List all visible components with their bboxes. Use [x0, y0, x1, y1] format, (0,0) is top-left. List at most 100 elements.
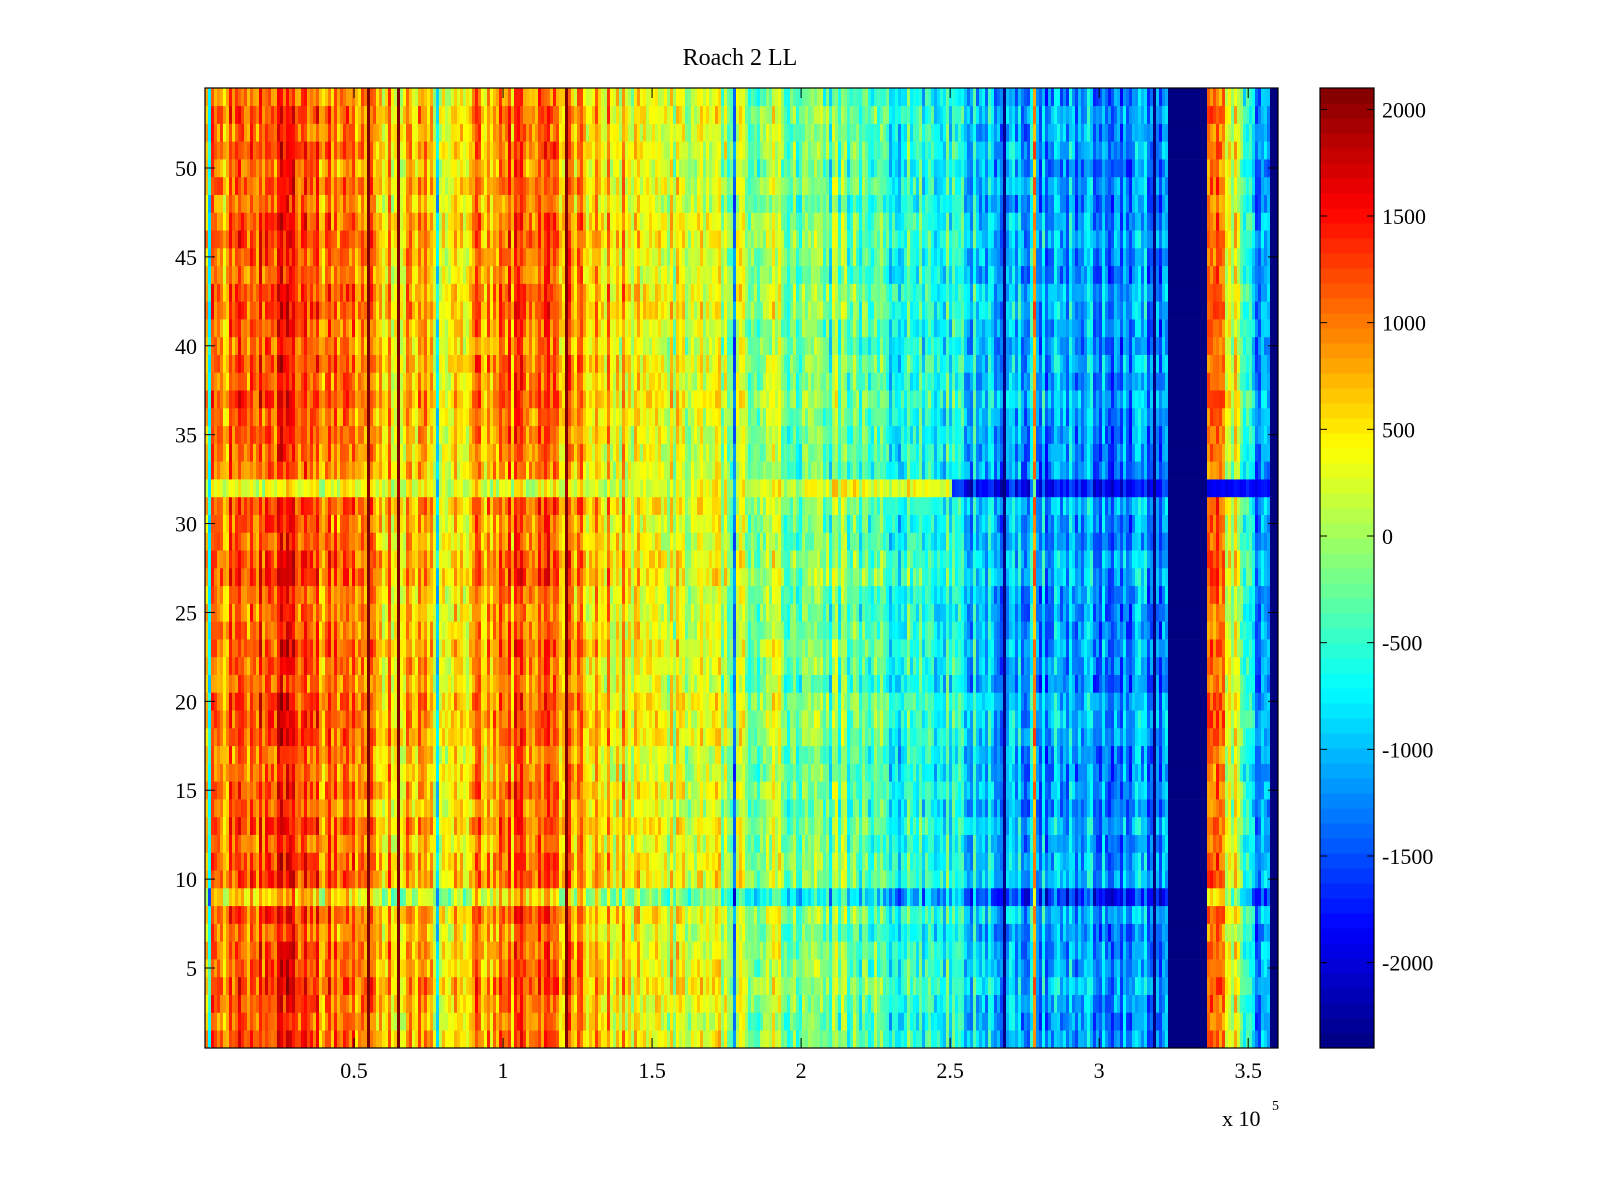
- heatmap-cell: [223, 639, 226, 658]
- heatmap-cell: [379, 212, 382, 231]
- heatmap-cell: [259, 621, 262, 640]
- heatmap-cell: [208, 390, 211, 409]
- heatmap-cell: [268, 550, 271, 569]
- heatmap-cell: [349, 959, 352, 978]
- heatmap-cell: [331, 674, 334, 693]
- heatmap-cell: [472, 301, 475, 320]
- heatmap-cell: [481, 745, 484, 764]
- heatmap-cell: [466, 514, 469, 533]
- heatmap-cell: [232, 390, 235, 409]
- heatmap-cell: [388, 248, 391, 267]
- heatmap-cell: [445, 1012, 448, 1031]
- heatmap-cell: [379, 372, 382, 391]
- heatmap-cell: [280, 390, 283, 409]
- heatmap-cell: [274, 852, 277, 871]
- heatmap-cell: [400, 816, 403, 835]
- heatmap-cell: [463, 88, 466, 107]
- heatmap-cell: [274, 88, 277, 107]
- heatmap-cell: [478, 408, 481, 427]
- heatmap-cell: [301, 319, 304, 338]
- heatmap-cell: [289, 248, 292, 267]
- heatmap-cell: [268, 621, 271, 640]
- heatmap-cell: [415, 603, 418, 622]
- heatmap-cell: [205, 888, 208, 907]
- heatmap-cell: [475, 905, 478, 924]
- heatmap-cell: [442, 585, 445, 604]
- heatmap-cell: [262, 763, 265, 782]
- heatmap-cell: [391, 443, 394, 462]
- heatmap-cell: [400, 870, 403, 889]
- heatmap-cell: [433, 319, 436, 338]
- heatmap-cell: [355, 265, 358, 284]
- heatmap-cell: [301, 923, 304, 942]
- heatmap-cell: [295, 408, 298, 427]
- heatmap-cell: [298, 763, 301, 782]
- heatmap-cell: [397, 799, 400, 818]
- heatmap-cell: [232, 1012, 235, 1031]
- heatmap-cell: [370, 105, 373, 124]
- heatmap-cell: [385, 799, 388, 818]
- heatmap-cell: [391, 816, 394, 835]
- heatmap-cell: [358, 461, 361, 480]
- heatmap-cell: [232, 461, 235, 480]
- heatmap-cell: [241, 745, 244, 764]
- heatmap-cell: [469, 976, 472, 995]
- heatmap-cell: [451, 799, 454, 818]
- heatmap-cell: [370, 88, 373, 107]
- heatmap-cell: [277, 105, 280, 124]
- heatmap-cell: [382, 212, 385, 231]
- heatmap-cell: [430, 141, 433, 160]
- heatmap-cell: [295, 816, 298, 835]
- heatmap-cell: [451, 88, 454, 107]
- heatmap-cell: [379, 816, 382, 835]
- heatmap-cell: [226, 283, 229, 302]
- heatmap-cell: [328, 763, 331, 782]
- heatmap-cell: [331, 585, 334, 604]
- heatmap-cell: [265, 514, 268, 533]
- heatmap-cell: [337, 923, 340, 942]
- heatmap-cell: [388, 496, 391, 515]
- heatmap-cell: [220, 763, 223, 782]
- heatmap-cell: [352, 959, 355, 978]
- heatmap-cell: [244, 461, 247, 480]
- heatmap-cell: [439, 959, 442, 978]
- heatmap-cell: [259, 674, 262, 693]
- heatmap-cell: [274, 496, 277, 515]
- heatmap-cell: [442, 550, 445, 569]
- heatmap-cell: [226, 959, 229, 978]
- heatmap-cell: [367, 159, 370, 178]
- heatmap-cell: [238, 994, 241, 1013]
- heatmap-cell: [382, 105, 385, 124]
- heatmap-cell: [334, 603, 337, 622]
- heatmap-cell: [427, 692, 430, 711]
- heatmap-cell: [295, 710, 298, 729]
- heatmap-cell: [400, 656, 403, 675]
- heatmap-cell: [226, 301, 229, 320]
- heatmap-cell: [388, 372, 391, 391]
- heatmap-cell: [280, 799, 283, 818]
- heatmap-cell: [439, 479, 442, 498]
- heatmap-cell: [424, 283, 427, 302]
- heatmap-cell: [334, 994, 337, 1013]
- heatmap-cell: [430, 123, 433, 142]
- heatmap-cell: [481, 585, 484, 604]
- heatmap-cell: [391, 550, 394, 569]
- heatmap-cell: [433, 105, 436, 124]
- heatmap-cell: [211, 639, 214, 658]
- heatmap-cell: [271, 674, 274, 693]
- heatmap-cell: [445, 870, 448, 889]
- heatmap-cell: [403, 585, 406, 604]
- heatmap-cell: [424, 265, 427, 284]
- heatmap-cell: [454, 834, 457, 853]
- heatmap-cell: [415, 212, 418, 231]
- heatmap-cell: [415, 514, 418, 533]
- heatmap-cell: [289, 194, 292, 213]
- heatmap-cell: [397, 692, 400, 711]
- heatmap-cell: [310, 301, 313, 320]
- heatmap-cell: [289, 799, 292, 818]
- heatmap-cell: [280, 923, 283, 942]
- heatmap-cell: [373, 639, 376, 658]
- heatmap-cell: [370, 621, 373, 640]
- heatmap-cell: [385, 176, 388, 195]
- heatmap-cell: [427, 550, 430, 569]
